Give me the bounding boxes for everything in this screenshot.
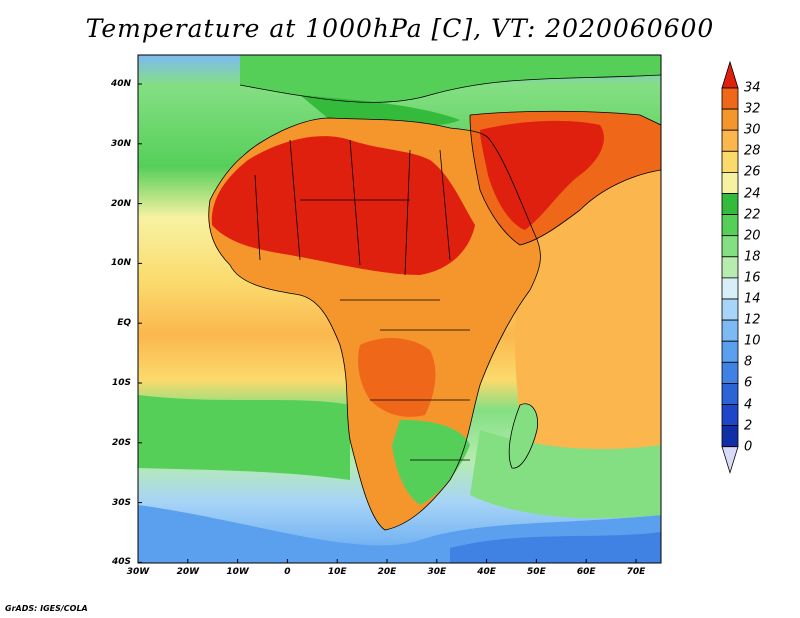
colorbar-tick-label: 6	[744, 375, 753, 391]
colorbar-bin	[721, 235, 739, 258]
colorbar-bin	[721, 361, 739, 384]
lon-label: 70E	[626, 567, 646, 577]
europe-coastline	[239, 74, 661, 103]
colorbar-tick-label: 18	[744, 249, 761, 265]
lon-label: 30E	[427, 567, 447, 577]
lon-label: 40E	[477, 567, 496, 577]
lon-label: 50E	[527, 567, 546, 577]
chart-title: Temperature at 1000hPa [C], VT: 20200606…	[85, 14, 715, 43]
land-outline	[208, 74, 661, 531]
colorbar-tick-label: 20	[744, 228, 761, 244]
colorbar-tick-label: 14	[744, 291, 761, 307]
madagascar	[509, 403, 538, 469]
colorbar-bin	[721, 150, 739, 173]
colorbar-bottom-cap	[721, 446, 739, 475]
colorbar-tick-label: 2	[744, 418, 753, 434]
country-borders	[254, 139, 470, 461]
lat-label: 10N	[110, 258, 131, 269]
colorbar-bin	[721, 425, 739, 448]
colorbar	[721, 60, 739, 475]
lat-label: 40N	[110, 79, 131, 89]
colorbar-bin	[721, 108, 739, 131]
lon-label: 20E	[377, 567, 397, 577]
colorbar-bin	[721, 382, 739, 405]
lat-label: 20S	[111, 437, 131, 448]
madagascar-coastline	[508, 403, 538, 469]
lon-label: 0	[284, 567, 291, 577]
colorbar-bin	[721, 404, 739, 427]
lon-label: 20W	[176, 567, 200, 577]
colorbar-tick-label: 34	[744, 80, 761, 96]
southern-africa-green	[392, 420, 470, 505]
africa-coastline	[208, 117, 541, 531]
colorbar-tick-label: 24	[744, 186, 761, 201]
arabia-hot-core	[480, 120, 604, 230]
colorbar-tick-label: 28	[744, 143, 761, 159]
lat-label: 20N	[110, 198, 131, 209]
colorbar-tick-label: 10	[744, 333, 761, 349]
atlantic-green-band	[138, 395, 350, 480]
lat-label: EQ	[117, 318, 131, 329]
europe-green-north	[240, 55, 661, 103]
colorbar-tick-label: 26	[744, 164, 761, 180]
colorbar-bin	[721, 298, 739, 321]
colorbar-tick-label: 12	[744, 312, 761, 328]
colorbar-bin	[721, 214, 739, 237]
colorbar-tick-label: 8	[744, 354, 753, 370]
arabia-coastline	[469, 110, 661, 246]
colorbar-tick-label: 30	[744, 122, 761, 138]
colorbar-bin	[721, 193, 739, 216]
lat-label: 30S	[111, 497, 131, 508]
southern-ocean-deep-band	[450, 532, 661, 563]
lon-label: 30W	[126, 567, 150, 577]
axis-ticks	[137, 83, 637, 563]
colorbar-bin	[721, 87, 739, 110]
lat-label: 40S	[111, 557, 131, 568]
colorbar-tick-label: 32	[744, 101, 761, 117]
colorbar-tick-label: 16	[744, 270, 761, 286]
temperature-field	[138, 55, 661, 563]
colorbar-bin	[721, 319, 739, 342]
colorbar-bin	[721, 340, 739, 363]
colorbar-bin	[721, 171, 739, 194]
lon-label: 60E	[576, 567, 596, 577]
lat-label: 30N	[110, 138, 131, 149]
indian-ocean-warm	[515, 160, 661, 464]
colorbar-top-cap	[721, 60, 739, 89]
colorbar-tick-label: 4	[744, 397, 753, 412]
lon-label: 10W	[226, 567, 249, 577]
lon-label: 10E	[327, 567, 347, 577]
colorbar-bin	[721, 277, 739, 300]
colorbar-tick-label: 0	[744, 439, 753, 455]
colorbar-bin	[721, 256, 739, 279]
plot-frame	[137, 54, 662, 564]
colorbar-bin	[721, 129, 739, 152]
lat-label: 10S	[111, 378, 131, 388]
central-africa-warm	[358, 338, 436, 417]
colorbar-tick-label: 22	[744, 207, 761, 223]
credit-text: GrADS: IGES/COLA	[5, 604, 88, 613]
